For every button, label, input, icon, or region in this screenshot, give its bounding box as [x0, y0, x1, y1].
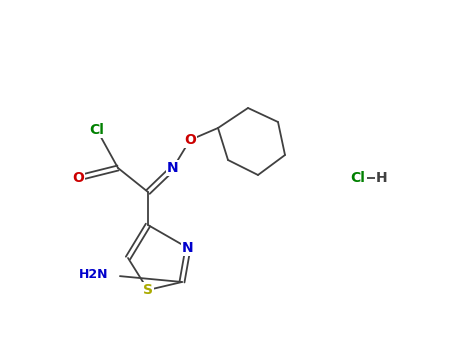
Text: O: O: [184, 133, 196, 147]
Text: N: N: [167, 161, 179, 175]
Text: Cl: Cl: [90, 123, 105, 137]
Text: S: S: [143, 283, 153, 297]
Text: Cl: Cl: [350, 171, 365, 185]
Text: N: N: [182, 241, 194, 255]
Text: H2N: H2N: [79, 268, 108, 281]
Text: H: H: [376, 171, 388, 185]
Text: O: O: [72, 171, 84, 185]
